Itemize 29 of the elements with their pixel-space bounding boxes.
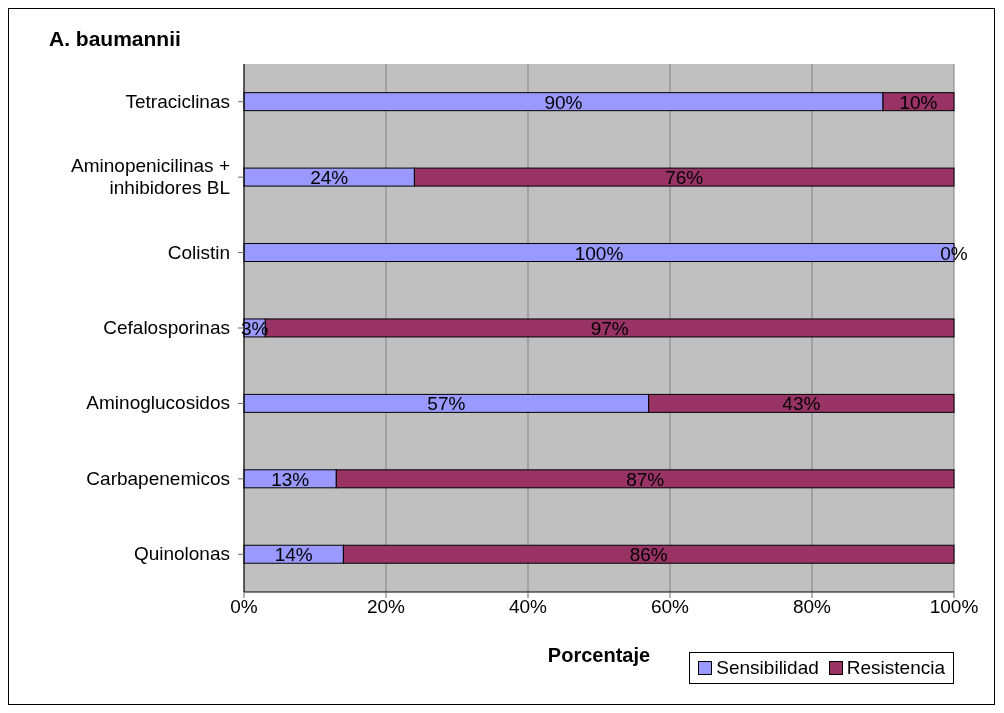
y-tick-label: Tetraciclinas — [125, 90, 230, 112]
x-axis-title: Porcentaje — [547, 644, 651, 666]
data-label: 100% — [574, 242, 624, 264]
data-label: 14% — [274, 544, 313, 566]
y-tick-label: Cefalosporinas — [103, 317, 230, 338]
data-label: 10% — [899, 91, 938, 113]
y-tick-label: Aminoglucosidos — [86, 392, 230, 414]
data-label: 86% — [629, 544, 668, 566]
data-label: 43% — [782, 393, 821, 415]
data-label: 57% — [427, 393, 466, 415]
x-tick-label: 40% — [508, 596, 548, 618]
data-label: 97% — [590, 317, 629, 339]
y-tick-label: Carbapenemicos — [86, 467, 230, 489]
data-label: 24% — [310, 167, 349, 189]
x-tick-label: 0% — [230, 596, 258, 618]
data-label: 87% — [626, 468, 665, 490]
x-tick-label: 60% — [650, 596, 690, 618]
y-tick-label: Aminopenicilinas + inhibidores BL — [71, 155, 230, 199]
x-tick-label: 80% — [792, 596, 832, 618]
y-tick-label: Quinolonas — [133, 543, 230, 565]
chart-title: A. baumannii — [49, 27, 181, 51]
legend-label: Sensibilidad — [715, 657, 819, 679]
x-tick-label: 100% — [929, 596, 979, 618]
data-label: 76% — [665, 167, 704, 189]
legend-label: Resistencia — [845, 657, 945, 679]
data-label: 13% — [271, 468, 310, 490]
data-label: 90% — [544, 91, 583, 113]
x-tick-label: 20% — [366, 596, 406, 618]
y-tick-label: Colistin — [167, 241, 230, 263]
